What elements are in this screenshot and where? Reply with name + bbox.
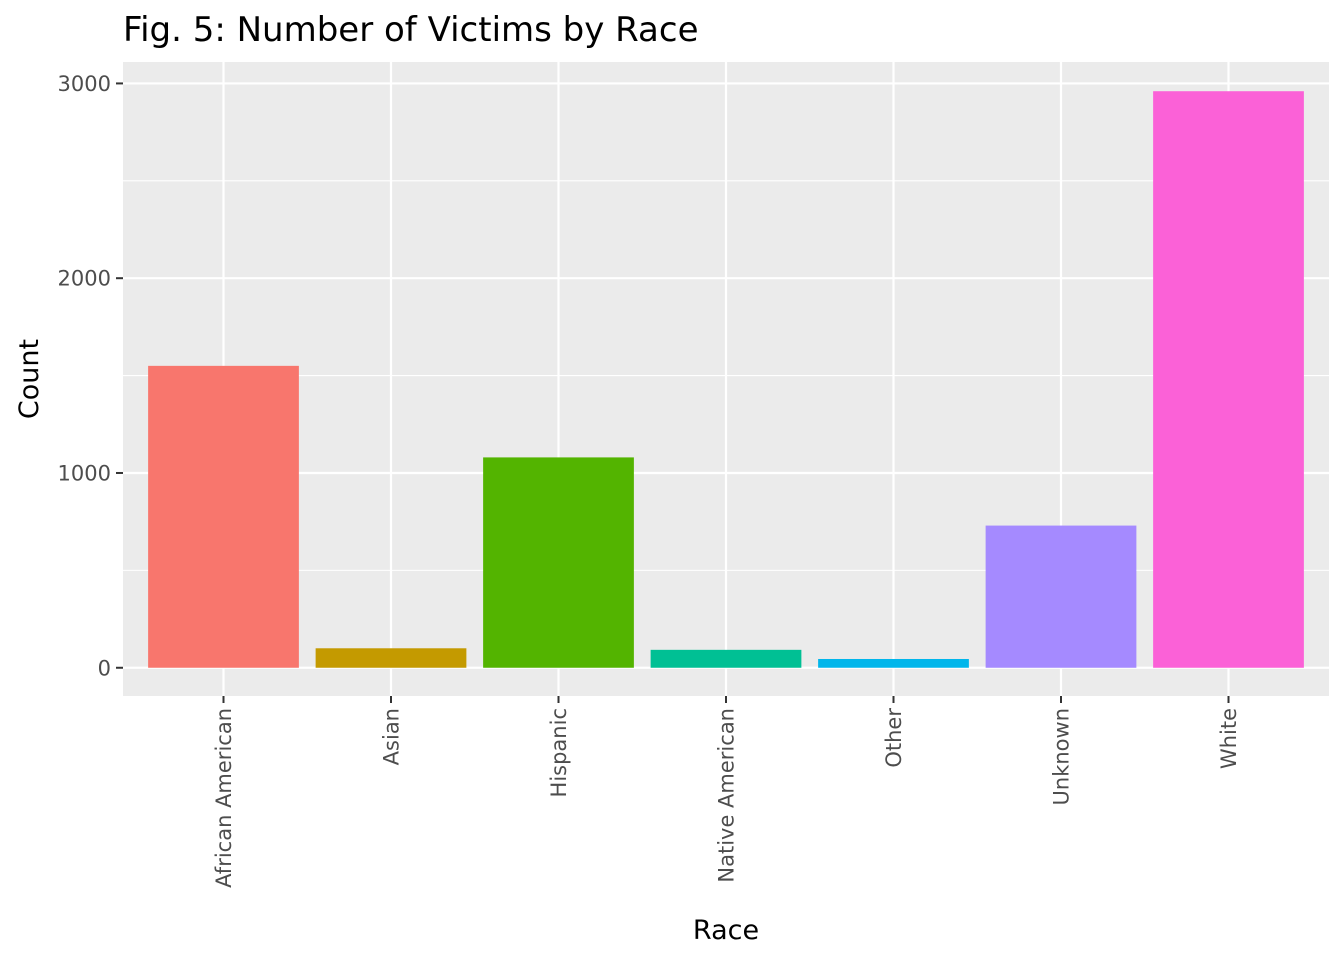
x-tick-label: African American <box>212 708 236 888</box>
bar <box>818 658 969 668</box>
bar <box>1153 91 1304 668</box>
bars <box>148 91 1304 668</box>
y-tick-label: 1000 <box>58 461 111 485</box>
bar <box>985 525 1137 668</box>
x-tick-label: White <box>1217 708 1241 769</box>
y-axis-label: Count <box>14 339 45 419</box>
chart-title: Fig. 5: Number of Victims by Race <box>123 10 699 50</box>
x-axis-label: Race <box>693 915 759 946</box>
bar <box>483 457 634 668</box>
x-tick-label: Asian <box>380 708 404 765</box>
y-tick-label: 0 <box>98 656 111 680</box>
bar <box>148 365 299 668</box>
x-tick-label: Native American <box>715 708 739 883</box>
x-tick-label: Other <box>882 708 906 768</box>
x-axis-ticks: African American Asian Hispanic Native Amer… <box>212 696 1241 888</box>
x-tick-label: Unknown <box>1050 708 1074 805</box>
bar <box>650 649 802 668</box>
bar <box>315 648 467 668</box>
x-tick-label: Hispanic <box>547 708 571 797</box>
y-tick-label: 3000 <box>58 72 111 96</box>
y-axis-ticks: 0 1000 2000 3000 <box>58 72 123 680</box>
y-tick-label: 2000 <box>58 267 111 291</box>
